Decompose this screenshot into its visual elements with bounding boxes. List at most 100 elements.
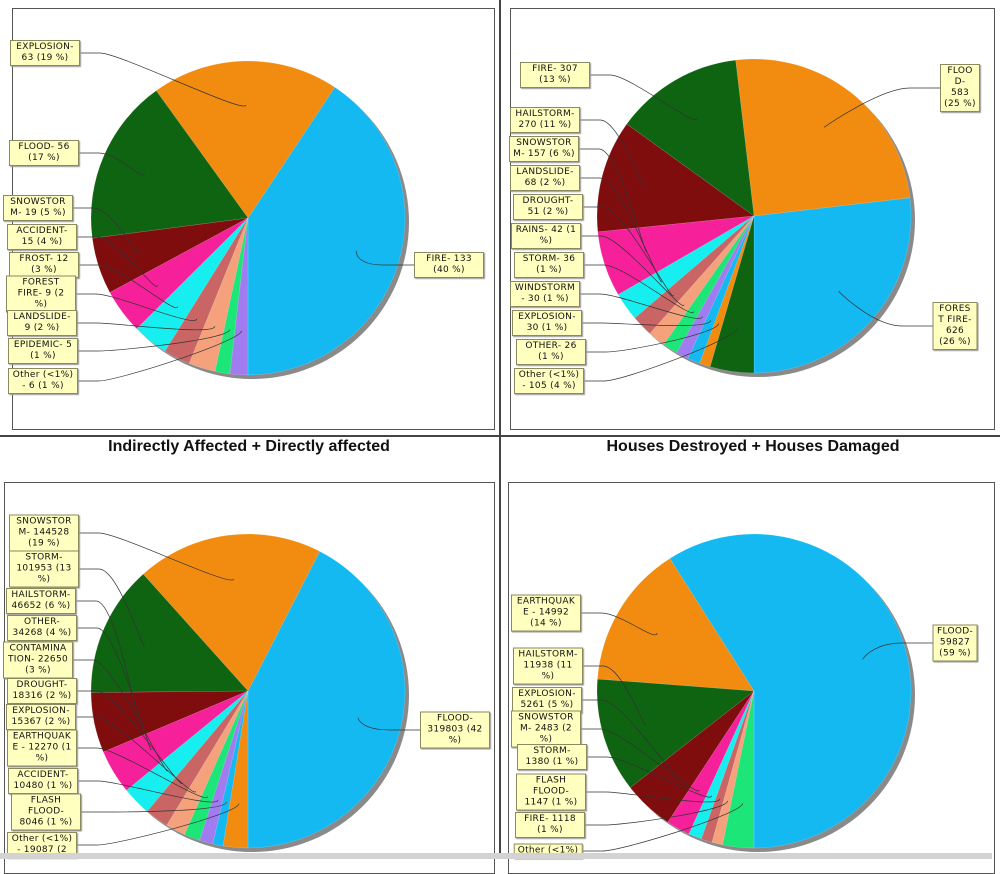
pie-slice-storm bbox=[90, 573, 249, 693]
slice-label: EARTHQUAKE - 14992 (14 %) bbox=[511, 594, 581, 632]
pie-slice-snowstorm bbox=[597, 215, 755, 296]
pie-slice-snowstorm bbox=[92, 217, 249, 293]
leader-line bbox=[581, 728, 700, 792]
pie-slice-storm bbox=[663, 215, 755, 353]
pie-slice-other-1- bbox=[229, 217, 249, 376]
slice-label: FOREST FIRE- 626 (26 %) bbox=[932, 302, 978, 350]
slice-label: EPIDEMIC- 5 (1 %) bbox=[8, 338, 78, 364]
pie-slice-accident bbox=[109, 217, 249, 330]
leader-line bbox=[583, 665, 647, 725]
slice-label: STORM- 36 (1 %) bbox=[514, 252, 584, 278]
horizontal-scrollbar[interactable] bbox=[0, 853, 992, 859]
slice-label: Other (<1%) - 6 (1 %) bbox=[8, 368, 78, 394]
leader-line bbox=[823, 87, 940, 128]
pie-slice-other-1- bbox=[709, 215, 755, 374]
slice-label: EXPLOSION- 15367 (2 %) bbox=[6, 704, 76, 730]
pie-slice-landslide bbox=[617, 215, 755, 319]
slice-label: OTHER- 34268 (4 %) bbox=[7, 615, 77, 641]
pie-slice-explosion bbox=[629, 690, 755, 823]
slice-label: ACCIDENT- 15 (4 %) bbox=[7, 224, 77, 250]
chart-title-4: Houses Destroyed + Houses Damaged bbox=[606, 438, 900, 455]
slice-label: FIRE- 1118 (1 %) bbox=[515, 812, 585, 838]
pie-slice-forest-fire bbox=[164, 217, 249, 364]
leader-line bbox=[580, 177, 663, 282]
chart-title-3: Indirectly Affected + Directly affected bbox=[108, 438, 390, 455]
slice-label: HAILSTORM- 270 (11 %) bbox=[510, 107, 580, 133]
slice-label: FOREST FIRE- 9 (2 %) bbox=[6, 275, 76, 313]
leader-line bbox=[78, 330, 242, 382]
leader-line bbox=[76, 716, 197, 793]
leader-line bbox=[357, 717, 420, 731]
pie-slice-flash-flood bbox=[701, 690, 755, 843]
pie-slice-flash-flood bbox=[212, 690, 249, 847]
pie-slice-flood bbox=[669, 533, 912, 849]
slice-label: OTHER- 26 (1 %) bbox=[516, 339, 586, 365]
leader-line bbox=[79, 532, 234, 581]
leader-line bbox=[582, 803, 743, 852]
pie-slice-explosion bbox=[155, 60, 336, 219]
leader-line bbox=[77, 322, 216, 331]
pie-slice-hailstorm bbox=[596, 123, 755, 233]
pie-slice-other bbox=[699, 215, 755, 368]
slice-label: HAILSTORM- 11938 (11 %) bbox=[513, 647, 583, 685]
pie-slice-windstorm bbox=[676, 215, 755, 359]
slice-label: DROUGHT- 18316 (2 %) bbox=[7, 678, 77, 704]
slice-label: SNOWSTORM- 2483 (2 %) bbox=[511, 710, 581, 748]
pie-slice-landslide bbox=[188, 217, 249, 372]
leader-line bbox=[77, 690, 183, 784]
leader-line bbox=[584, 264, 694, 314]
slice-label: FLOOD- 56 (17 %) bbox=[9, 140, 79, 166]
pie-slice-flood bbox=[735, 58, 911, 217]
slice-label: EARTHQUAKE - 12270 (1 %) bbox=[7, 729, 77, 767]
slice-label: FIRE- 133 (40 %) bbox=[414, 252, 484, 278]
leader-line bbox=[587, 756, 712, 798]
leader-line bbox=[81, 801, 227, 813]
slice-label: STORM- 101953 (13 %) bbox=[9, 550, 79, 588]
pie-slice-other-1- bbox=[222, 690, 249, 849]
pie-slice-snowstorm bbox=[142, 533, 321, 692]
slice-label: SNOWSTORM- 19 (5 %) bbox=[3, 195, 73, 221]
pie-slice-flood bbox=[90, 90, 249, 239]
slice-label: RAINS- 42 (1 %) bbox=[511, 223, 581, 249]
leader-line bbox=[76, 293, 198, 321]
pie-slice-earthquake bbox=[184, 690, 249, 841]
pie-slice-frost bbox=[136, 217, 249, 352]
slice-label: CONTAMINATION- 22650 (3 %) bbox=[3, 641, 73, 679]
leader-line bbox=[582, 320, 712, 326]
leader-line bbox=[862, 642, 933, 660]
slice-label: STORM- 1380 (1 %) bbox=[517, 744, 587, 770]
slice-label: EXPLOSION- 30 (1 %) bbox=[512, 310, 582, 336]
slice-label: FLASH FLOOD- 1147 (1 %) bbox=[516, 773, 586, 811]
leader-line bbox=[77, 803, 240, 846]
slice-label: FLASH FLOOD- 8046 (1 %) bbox=[11, 793, 81, 831]
slice-label: FROST- 12 (3 %) bbox=[9, 252, 79, 278]
pie-slice-accident bbox=[199, 690, 249, 845]
leader-line bbox=[584, 327, 739, 382]
leader-line bbox=[579, 148, 647, 252]
leader-line bbox=[582, 699, 678, 776]
leader-line bbox=[355, 250, 414, 266]
leader-line bbox=[590, 74, 698, 121]
pie-slice-fire bbox=[247, 86, 406, 376]
pie-slice-rains bbox=[649, 215, 755, 345]
slice-label: ACCIDENT- 10480 (1 %) bbox=[8, 768, 78, 794]
leader-line bbox=[580, 293, 703, 319]
slice-label: FLOOD- 59827 (59 %) bbox=[932, 624, 978, 662]
slice-label: FLOOD- 583 (25 %) bbox=[940, 64, 980, 112]
pie-slice-other-1- bbox=[722, 690, 755, 849]
slice-label: EXPLOSION- 5261 (5 %) bbox=[512, 687, 582, 713]
slice-label: HAILSTORM- 46652 (6 %) bbox=[6, 588, 76, 614]
leader-line bbox=[77, 747, 209, 799]
slice-label: LANDSLIDE- 68 (2 %) bbox=[510, 165, 580, 191]
pie-slice-hailstorm bbox=[596, 678, 755, 789]
pie-slice-drought bbox=[634, 215, 755, 334]
leader-line bbox=[79, 264, 178, 309]
leader-line bbox=[586, 791, 721, 803]
pie-slice-snowstorm bbox=[667, 690, 755, 835]
slice-label: EXPLOSION- 63 (19 %) bbox=[10, 40, 80, 66]
pie-slice-flood bbox=[247, 551, 406, 849]
slice-label: LANDSLIDE- 9 (2 %) bbox=[7, 310, 77, 336]
leader-line bbox=[581, 235, 685, 306]
pie-slice-explosion bbox=[687, 215, 755, 364]
